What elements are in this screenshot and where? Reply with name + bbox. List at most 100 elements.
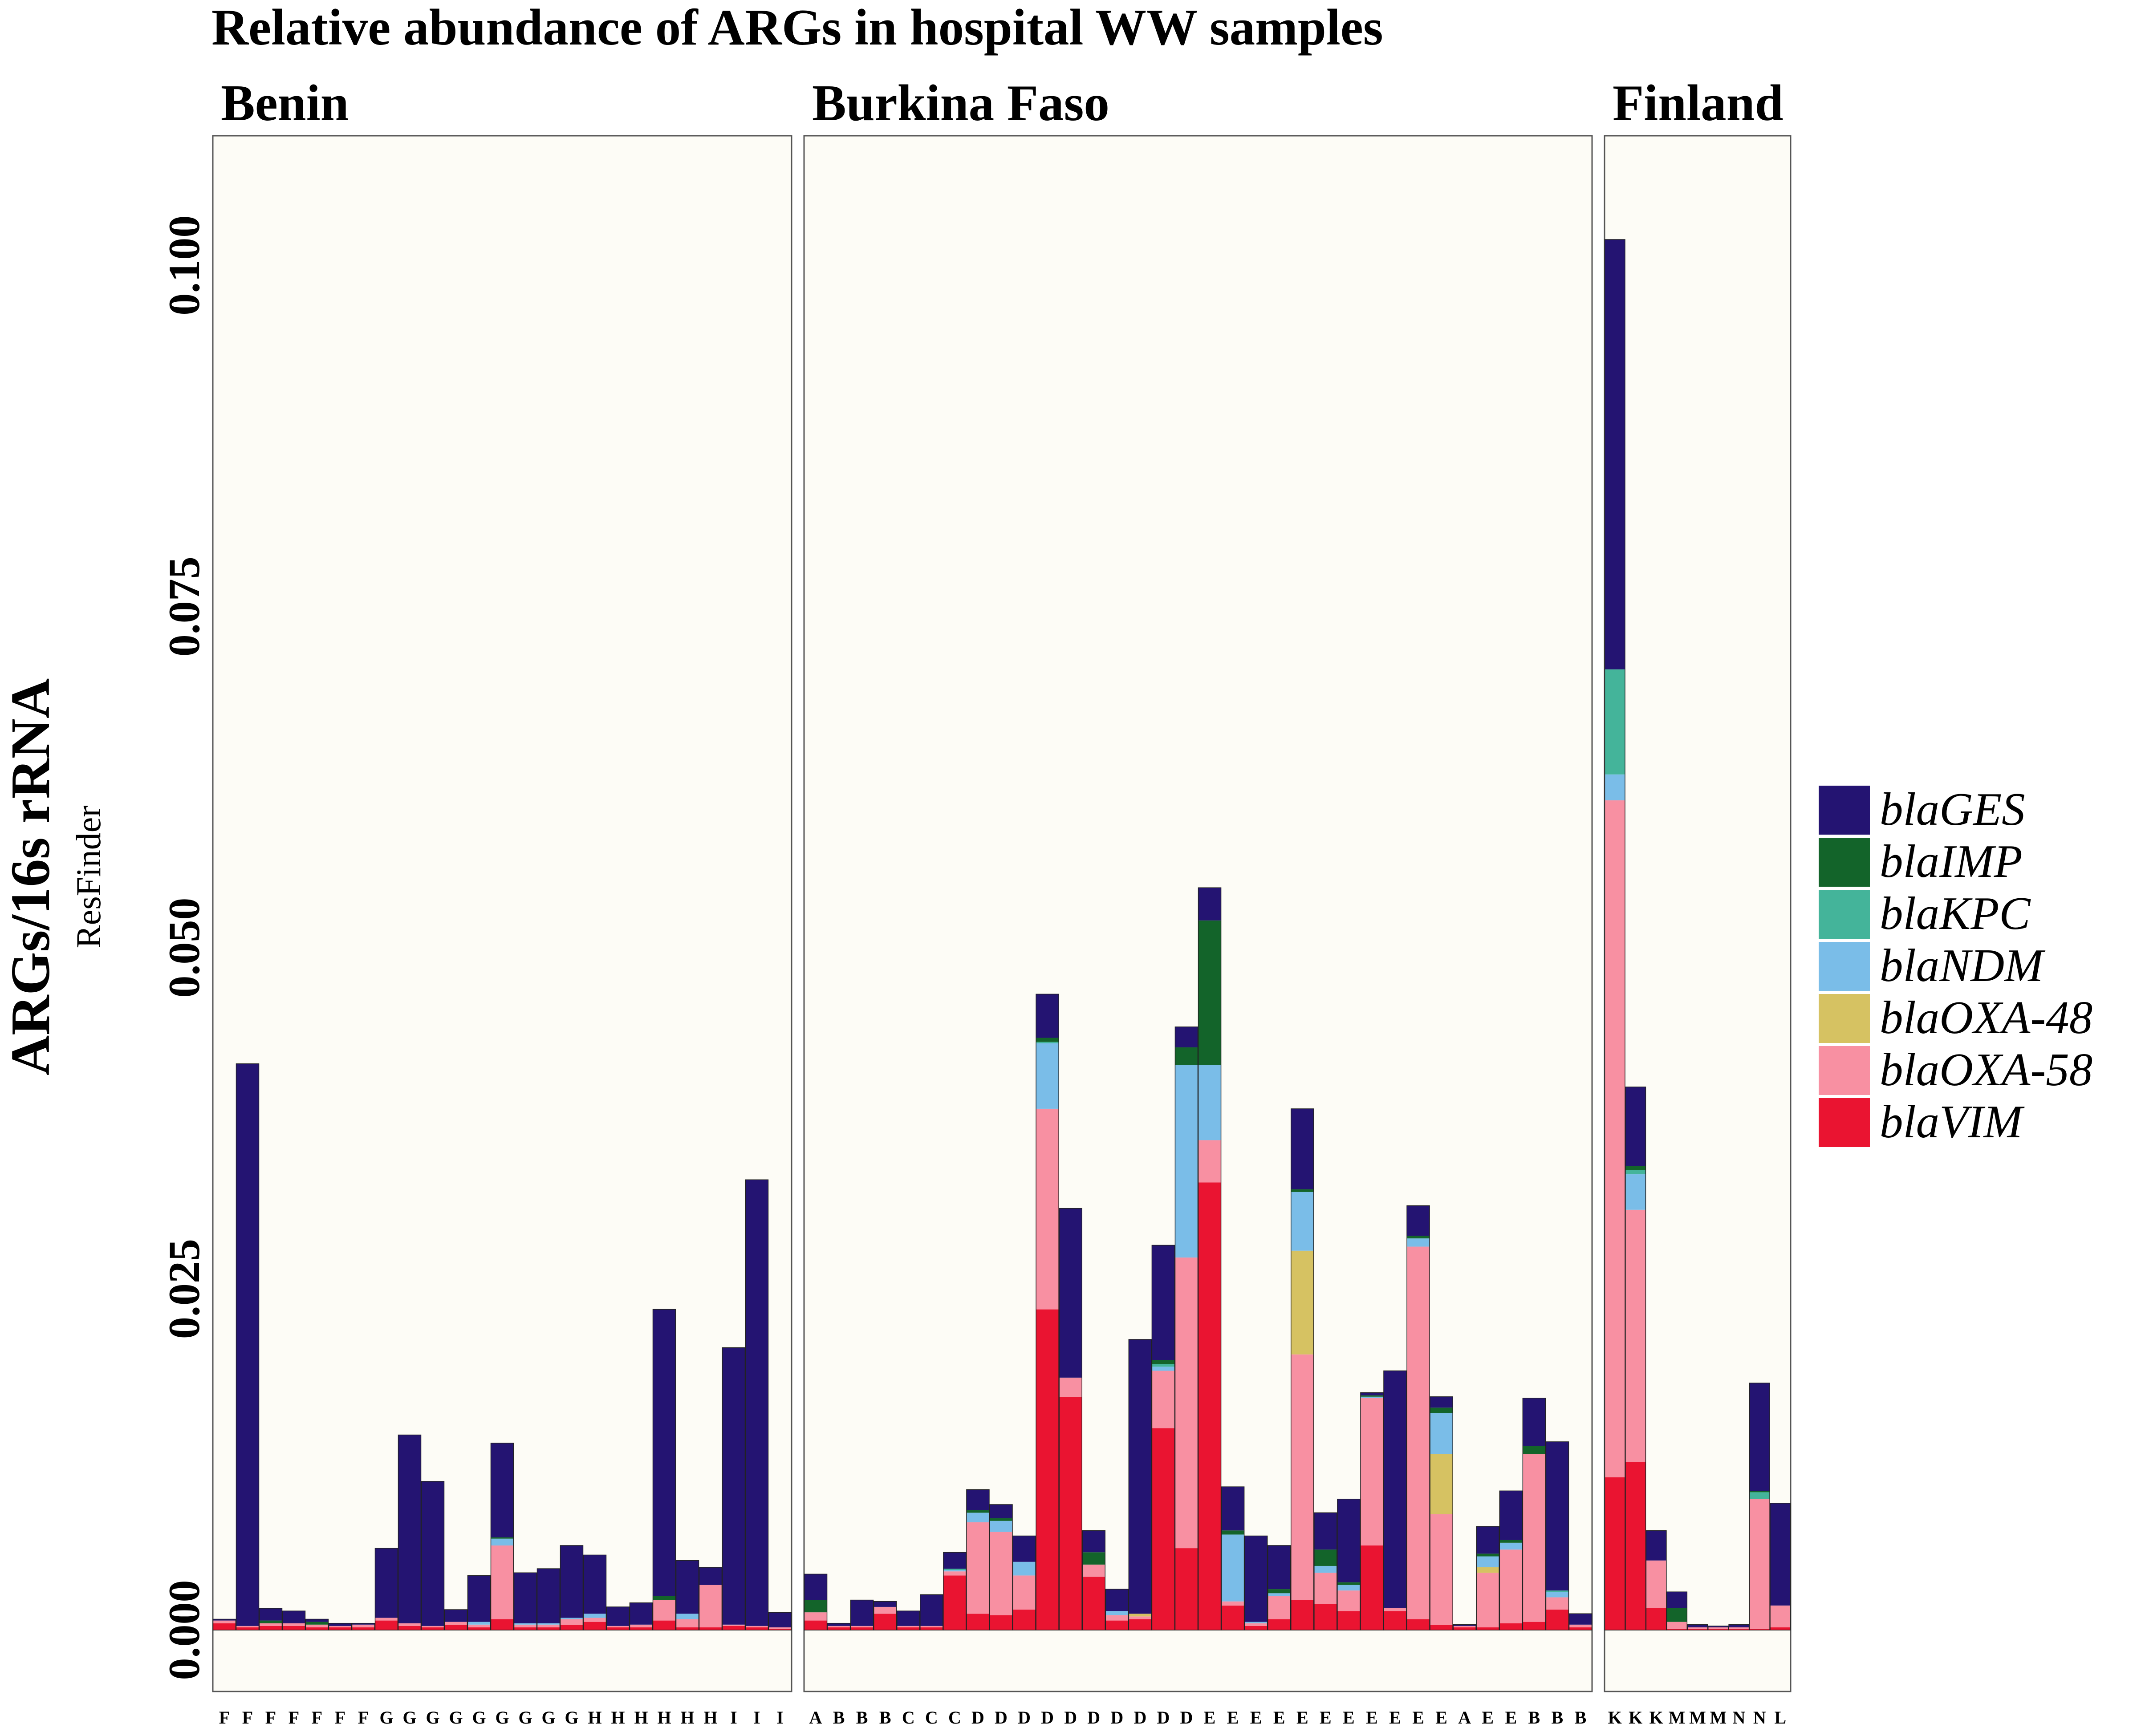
bar-segment-blaoxa-58 [653,1600,676,1621]
x-tick-label: M [1710,1708,1727,1728]
bar-segment-blavim [1221,1605,1244,1631]
bar-outline [1267,1545,1291,1631]
bar-segment-blavim [1770,1627,1791,1631]
bar-segment-blaimp [491,1537,514,1539]
bar-segment-blages [1129,1339,1152,1614]
legend: blaGESblaIMPblaKPCblaNDMblaOXA-48blaOXA-… [1819,783,2092,1148]
bar-segment-blandm [1175,1065,1198,1258]
bar-segment-blakpc [1605,669,1625,775]
bar-segment-blaoxa-58 [1407,1246,1430,1619]
bar-segment-blaoxa-58 [282,1623,305,1626]
bar-segment-blages [1499,1491,1523,1540]
y-axis-subtitle: ResFinder [69,806,108,949]
bar-outline [513,1572,537,1631]
bar-outline [328,1622,352,1631]
x-tick-label: E [1296,1708,1308,1728]
bar-outline [1360,1392,1384,1631]
x-tick-label: D [1180,1708,1193,1728]
bar-segment-blandm [1291,1192,1314,1251]
bar-outline [1198,887,1222,1631]
bar-segment-blavim [583,1622,606,1631]
bar-segment-blaoxa-58 [1013,1575,1036,1610]
bar-segment-blavim [768,1628,792,1631]
bar-outline [1128,1339,1152,1631]
x-tick-label: D [1134,1708,1146,1728]
y-axis: 0.000 0.025 0.050 0.075 0.100 [159,215,209,1680]
bar-outline [920,1594,943,1631]
bar-segment-blages [1059,1208,1082,1378]
bar-segment-blaimp [1666,1608,1687,1622]
bar-outline [1151,1245,1175,1631]
bar-outline [490,1443,514,1631]
x-tick-label: C [925,1708,938,1728]
bar-segment-blaoxa-58 [583,1618,606,1622]
legend-label: blaOXA-48 [1880,991,2092,1043]
bar-segment-blavim [873,1614,897,1631]
bar-segment-blaoxa-58 [1729,1627,1749,1629]
x-tick-label: D [1041,1708,1054,1728]
bar-segment-blavim [514,1627,537,1631]
bar-segment-blaoxa-58 [1383,1608,1407,1611]
x-tick-label: F [288,1708,299,1728]
bar-segment-blages [1337,1499,1360,1582]
bar-segment-blaoxa-58 [1036,1108,1059,1310]
bar-segment-blages [282,1611,305,1623]
bar-segment-blavim [722,1626,745,1631]
bar-outline [583,1554,607,1631]
bar-outline [236,1063,260,1631]
x-tick-label: B [879,1708,891,1728]
bar-segment-blaoxa-58 [827,1626,850,1627]
bar-outline [212,1618,236,1631]
bar-outline [1174,1026,1199,1631]
x-tick-label: G [426,1708,439,1728]
bar-segment-blages [1729,1624,1749,1627]
x-tick-label: H [611,1708,625,1728]
bar-segment-blaoxa-58 [804,1612,827,1621]
bar-segment-blaimp [1268,1589,1291,1594]
x-tick-label: E [1366,1708,1378,1728]
bar-segment-blaoxa-58 [699,1585,722,1627]
x-tick-label: G [541,1708,555,1728]
bar-segment-blaimp [305,1622,329,1625]
bar-segment-blaoxa-58 [1152,1371,1175,1428]
bar-segment-blaimp [1221,1530,1244,1535]
x-tick-label: F [242,1708,253,1728]
x-tick-label: G [379,1708,393,1728]
x-tick-label: H [703,1708,717,1728]
bar-segment-blandm [583,1614,606,1618]
bar-outline [351,1622,375,1631]
bar-segment-blages [1523,1398,1546,1446]
x-tick-label: N [1732,1708,1745,1728]
bar-segment-blandm [514,1623,537,1625]
x-tick-label: K [1629,1708,1642,1728]
bar-segment-blandm [676,1614,699,1619]
bar-segment-blaoxa-58 [305,1624,329,1627]
bar-segment-blavim [1605,1477,1625,1631]
bar-segment-blages [514,1573,537,1623]
y-tick-label: 0.050 [159,898,209,998]
bar-outline [1082,1530,1105,1631]
bar-segment-blaoxa-58 [1268,1596,1291,1619]
x-tick-label: B [1528,1708,1540,1728]
legend-item: blaKPC [1819,887,2031,939]
x-tick-label: E [1273,1708,1285,1728]
y-axis-title: ARGs/16s rRNA [0,678,61,1075]
bar-segment-blaoxa-58 [491,1545,514,1619]
bar-outline [1314,1512,1337,1631]
bar-segment-blavim [1129,1619,1152,1631]
bar-segment-blages [583,1555,606,1614]
bar-segment-blages [1314,1513,1337,1550]
bar-segment-blandm [1152,1367,1175,1371]
bar-segment-blaoxa-58 [514,1624,537,1627]
bar-segment-blages [421,1481,444,1626]
x-tick-label: D [1018,1708,1031,1728]
bar-segment-blavim [920,1627,943,1631]
x-tick-label: E [1320,1708,1332,1728]
x-tick-label: E [1343,1708,1355,1728]
bar-segment-blaoxa-58 [1523,1454,1546,1622]
chart-title: Relative abundance of ARGs in hospital W… [211,0,1383,56]
bar-segment-blages [1244,1536,1268,1622]
bar-segment-blavim [943,1575,966,1631]
